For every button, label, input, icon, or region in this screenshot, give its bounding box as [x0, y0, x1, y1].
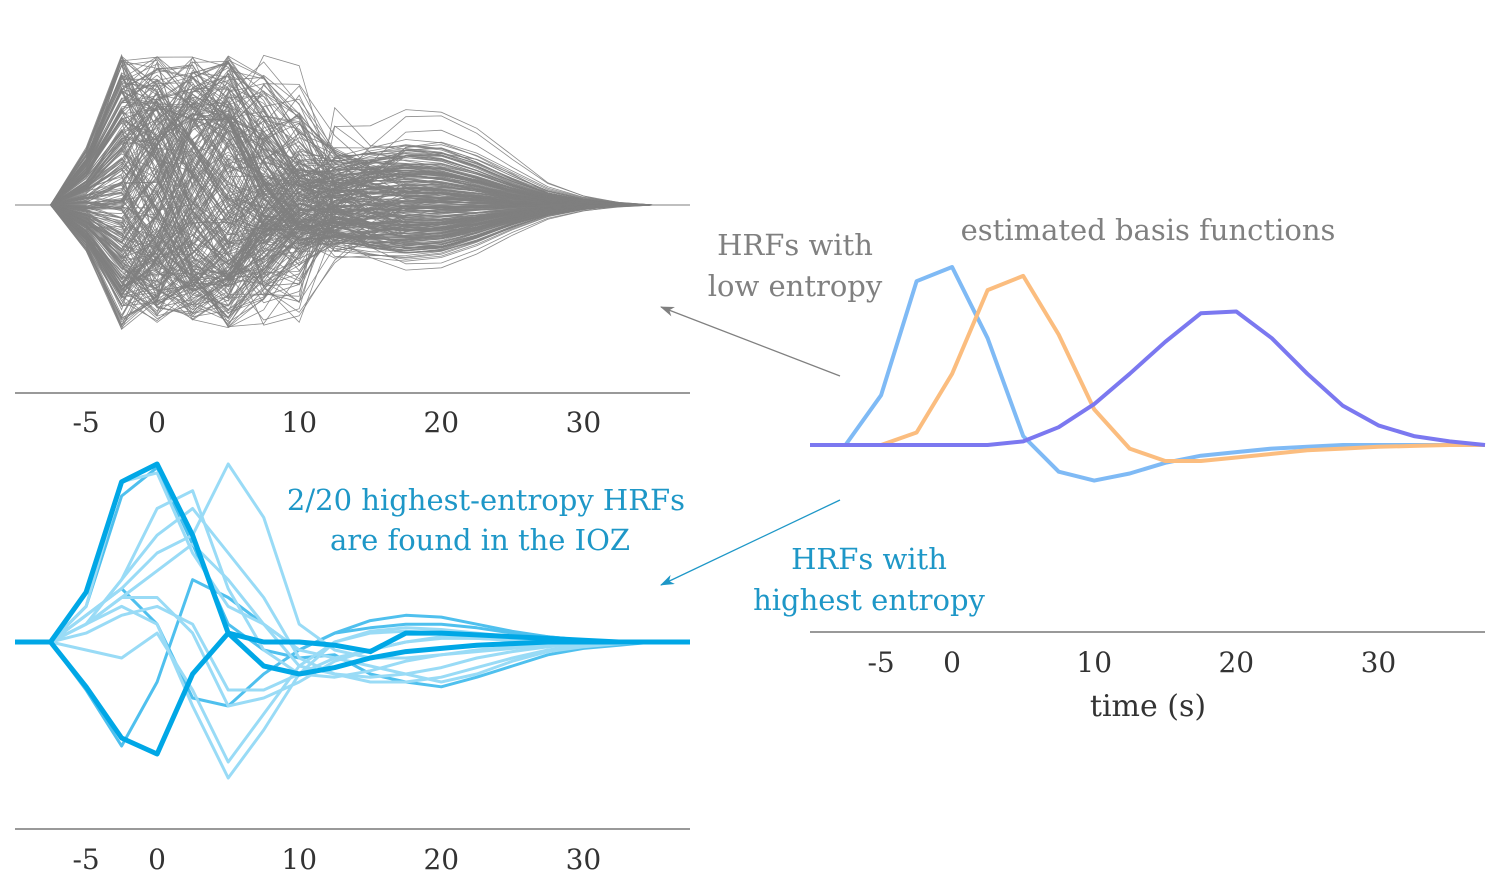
low-entropy-x-tick-label: -5 [72, 406, 99, 439]
high-entropy-label-line2: highest entropy [753, 583, 985, 617]
low-entropy-x-ticks: -5 0 10 20 30 [72, 406, 601, 439]
basis-function-lines [810, 265, 1486, 483]
low-entropy-lines [15, 53, 690, 330]
low-entropy-hrf-line [15, 108, 690, 262]
low-entropy-label-line2: low entropy [708, 269, 883, 303]
high-entropy-x-tick-label: -5 [72, 843, 99, 875]
low-entropy-hrf-line [15, 162, 690, 315]
low-entropy-x-tick-label: 30 [566, 406, 602, 439]
high-entropy-chart: -5 0 10 20 30 [15, 461, 690, 875]
low-entropy-label-line1: HRFs with [717, 228, 873, 262]
high-entropy-lines [15, 461, 690, 780]
low-entropy-hrf-line [15, 139, 690, 306]
low-entropy-hrf-line [15, 130, 690, 287]
low-entropy-hrf-line [15, 175, 690, 279]
low-entropy-hrf-line [15, 154, 690, 302]
low-entropy-hrf-line [15, 102, 690, 245]
low-entropy-x-tick-label: 20 [423, 406, 459, 439]
ioz-note-line1: 2/20 highest-entropy HRFs [287, 483, 685, 517]
low-entropy-hrf-line [15, 155, 690, 290]
high-entropy-hrf-line [15, 507, 690, 684]
basis-x-tick-label: 10 [1076, 646, 1112, 679]
basis-function-2-line [810, 273, 1485, 463]
low-entropy-hrf-line [15, 78, 690, 232]
high-entropy-x-tick-label: 0 [148, 843, 166, 875]
low-entropy-x-tick-label: 0 [148, 406, 166, 439]
low-entropy-hrf-line [15, 115, 690, 330]
high-entropy-hrf-line [15, 596, 690, 708]
high-entropy-x-tick-label: 30 [566, 843, 602, 875]
high-entropy-x-tick-label: 20 [423, 843, 459, 875]
basis-x-tick-label: -5 [867, 646, 894, 679]
basis-function-1-line [810, 265, 1485, 483]
low-entropy-hrf-line [15, 78, 690, 245]
basis-title: estimated basis functions [961, 213, 1336, 247]
basis-x-tick-label: 30 [1361, 646, 1397, 679]
high-entropy-label-line1: HRFs with [791, 542, 947, 576]
low-entropy-hrf-line [15, 56, 690, 258]
low-entropy-hrf-line [15, 63, 690, 262]
high-entropy-hrf-line [15, 604, 690, 780]
low-entropy-hrf-line [15, 74, 690, 271]
ioz-note-line2: are found in the IOZ [330, 523, 630, 557]
basis-x-axis-label: time (s) [1090, 689, 1206, 724]
basis-function-3-line [810, 309, 1486, 447]
low-entropy-hrf-line [15, 122, 690, 325]
basis-functions-chart: -5 0 10 20 30 time (s) [810, 265, 1486, 724]
ioz-hrf-line [15, 630, 690, 757]
high-entropy-x-tick-label: 10 [281, 843, 317, 875]
basis-x-tick-label: 20 [1218, 646, 1254, 679]
basis-x-ticks: -5 0 10 20 30 [867, 646, 1396, 679]
high-entropy-arrow [660, 499, 841, 586]
low-entropy-hrf-line [15, 173, 690, 278]
low-entropy-hrf-line [15, 56, 690, 277]
low-entropy-chart: -5 0 10 20 30 [15, 53, 690, 439]
low-entropy-hrf-line [15, 144, 690, 303]
high-entropy-x-ticks: -5 0 10 20 30 [72, 843, 601, 875]
low-entropy-x-tick-label: 10 [281, 406, 317, 439]
low-entropy-hrf-line [15, 129, 690, 304]
basis-x-tick-label: 0 [943, 646, 961, 679]
low-entropy-arrow [660, 306, 841, 377]
low-entropy-hrf-line [15, 149, 690, 320]
